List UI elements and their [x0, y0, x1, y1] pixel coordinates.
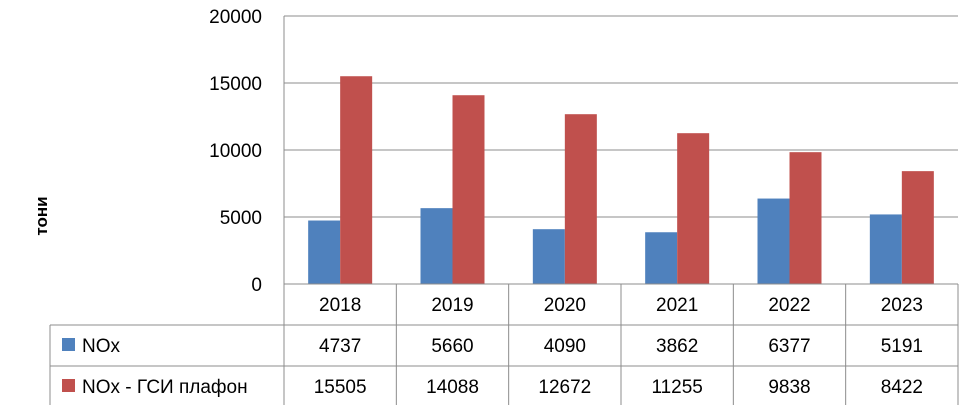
bar-nox-2020: [532, 229, 565, 284]
bar-nox-2018: [308, 220, 341, 284]
x-tick-label: 2022: [768, 295, 810, 316]
data-label: 15505: [314, 377, 367, 398]
x-tick-label: 2021: [656, 295, 698, 316]
bar-nox-2022: [757, 198, 790, 284]
bar-nox-gsi-2023: [901, 171, 934, 284]
data-table: 2018 2019 2020 2021 2022 2023 NOx 4737 5660 4090 3…: [49, 283, 959, 405]
x-tick-label: 2019: [431, 295, 473, 316]
bar-nox-gsi-2018: [340, 76, 373, 284]
y-axis: 0 5000 10000 15000 20000: [209, 7, 285, 296]
data-label: 3862: [656, 336, 698, 357]
data-label: 8422: [881, 377, 923, 398]
x-tick-label: 2020: [544, 295, 586, 316]
data-label: 6377: [768, 336, 810, 357]
data-label: 4090: [544, 336, 586, 357]
bar-nox-gsi-2022: [789, 152, 822, 284]
data-label: 4737: [319, 336, 361, 357]
legend-swatch: [62, 338, 75, 351]
bar-nox-2021: [645, 232, 678, 284]
data-label: 11255: [651, 377, 702, 398]
legend-label: NOx: [82, 336, 121, 357]
data-label: 14088: [426, 377, 479, 398]
data-label: 12672: [538, 377, 591, 398]
bars: [308, 76, 934, 285]
y-tick-label: 15000: [209, 74, 262, 95]
legend-swatch: [62, 379, 75, 392]
bar-nox-2023: [869, 214, 902, 284]
y-tick-label: 5000: [220, 208, 262, 229]
data-label: 9838: [768, 377, 810, 398]
data-label: 5660: [431, 336, 473, 357]
x-tick-label: 2018: [319, 295, 361, 316]
y-tick-label: 0: [251, 275, 262, 296]
legend-label: NOx - ГСИ плафон: [82, 377, 248, 398]
bar-nox-gsi-2021: [677, 133, 710, 284]
y-tick-label: 20000: [209, 7, 262, 28]
bar-nox-gsi-2020: [564, 114, 597, 285]
bar-nox-2019: [420, 208, 453, 284]
bar-nox-gsi-2019: [452, 95, 485, 285]
y-tick-label: 10000: [209, 141, 262, 162]
x-tick-label: 2023: [881, 295, 923, 316]
data-label: 5191: [881, 336, 923, 357]
grid-lines: [284, 15, 958, 285]
y-axis-label: тони: [32, 196, 51, 235]
